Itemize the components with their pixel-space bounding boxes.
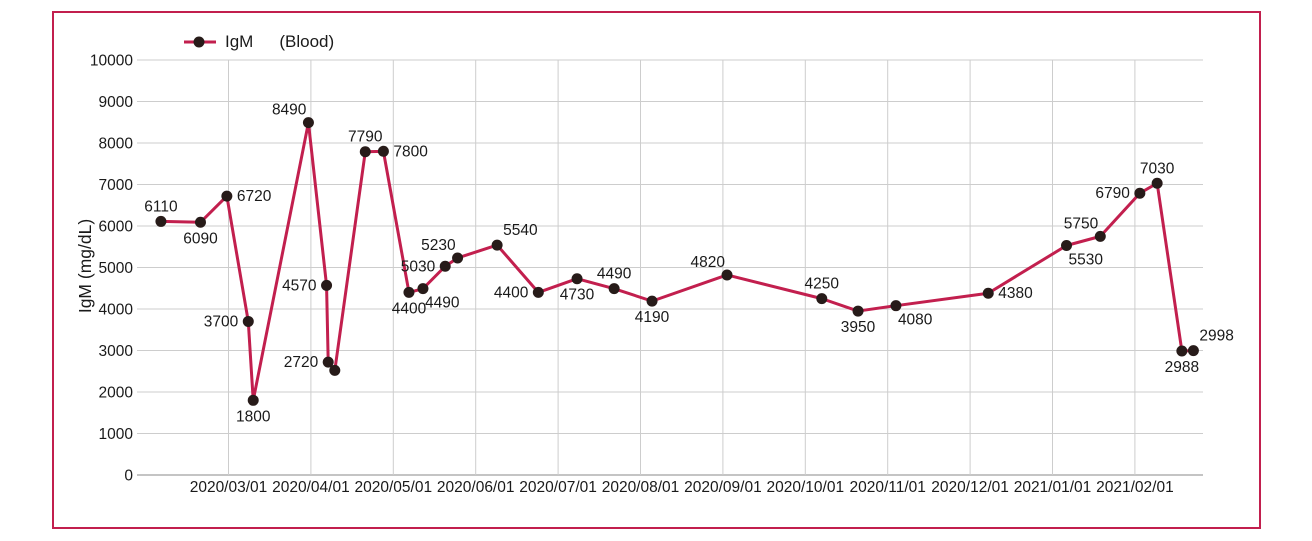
data-point-label: 2998 bbox=[1199, 328, 1233, 345]
y-tick-label: 4000 bbox=[99, 302, 134, 319]
data-point-marker bbox=[571, 273, 583, 285]
data-point-label: 4400 bbox=[494, 284, 529, 301]
data-point-marker bbox=[377, 145, 389, 157]
legend-point-swatch bbox=[193, 36, 205, 47]
data-point-label: 2720 bbox=[284, 354, 319, 371]
y-tick-label: 9000 bbox=[99, 94, 134, 111]
data-point-label: 4250 bbox=[805, 276, 840, 293]
x-tick-label: 2020/03/01 bbox=[190, 479, 268, 496]
x-tick-label: 2020/06/01 bbox=[437, 479, 515, 496]
data-point-label: 3700 bbox=[204, 313, 239, 330]
igm-series-legend-marker bbox=[184, 36, 216, 47]
x-tick-label: 2020/04/01 bbox=[272, 479, 350, 496]
data-point-marker bbox=[439, 260, 451, 272]
data-point-marker bbox=[982, 287, 994, 299]
data-point-marker bbox=[242, 315, 254, 327]
data-point-marker bbox=[608, 283, 620, 295]
y-axis-title: IgM (mg/dL) bbox=[74, 218, 95, 314]
data-point-marker bbox=[816, 293, 828, 305]
data-point-label: 4570 bbox=[282, 277, 317, 294]
data-point-marker bbox=[403, 286, 415, 298]
x-tick-label: 2020/07/01 bbox=[519, 479, 597, 496]
x-tick-label: 2020/09/01 bbox=[684, 479, 762, 496]
data-point-label: 5230 bbox=[421, 237, 456, 254]
data-point-marker bbox=[359, 146, 371, 158]
data-point-marker bbox=[1187, 345, 1199, 357]
data-point-label: 4820 bbox=[691, 254, 726, 271]
x-tick-label: 2020/08/01 bbox=[602, 479, 680, 496]
data-point-label: 8490 bbox=[272, 102, 307, 119]
data-point-label: 6790 bbox=[1095, 185, 1130, 202]
legend-qualifier-label: (Blood) bbox=[279, 32, 335, 51]
data-point-marker bbox=[721, 269, 733, 281]
data-point-marker bbox=[646, 295, 658, 307]
data-point-marker bbox=[194, 216, 206, 228]
data-point-marker bbox=[1094, 230, 1106, 242]
data-point-marker bbox=[1134, 187, 1146, 199]
data-point-label: 5540 bbox=[503, 222, 538, 239]
data-point-label: 7800 bbox=[393, 143, 428, 160]
y-tick-label: 6000 bbox=[99, 219, 134, 236]
x-tick-label: 2020/12/01 bbox=[931, 479, 1009, 496]
chart-legend: IgM (Blood) bbox=[183, 33, 334, 50]
data-point-marker bbox=[452, 252, 464, 264]
data-point-label: 7790 bbox=[348, 129, 383, 146]
y-tick-label: 1000 bbox=[99, 426, 134, 443]
data-point-marker bbox=[417, 283, 429, 295]
data-point-label: 1800 bbox=[236, 408, 271, 425]
data-point-label: 4490 bbox=[597, 266, 632, 283]
data-point-marker bbox=[302, 117, 314, 129]
data-point-marker bbox=[321, 279, 333, 291]
y-tick-label: 8000 bbox=[99, 136, 134, 153]
x-tick-label: 2020/11/01 bbox=[849, 479, 925, 496]
x-tick-label: 2020/10/01 bbox=[767, 479, 845, 496]
data-point-marker bbox=[221, 190, 233, 202]
data-point-label: 3950 bbox=[841, 319, 876, 336]
data-point-label: 6090 bbox=[183, 230, 218, 247]
chart-frame-border bbox=[52, 11, 1261, 529]
y-tick-label: 2000 bbox=[99, 385, 134, 402]
data-point-label: 5530 bbox=[1069, 252, 1104, 269]
data-point-label: 4380 bbox=[998, 285, 1033, 302]
data-point-label: 6720 bbox=[237, 188, 272, 205]
y-tick-label: 5000 bbox=[99, 260, 134, 277]
x-tick-label: 2021/02/01 bbox=[1096, 479, 1174, 496]
data-point-marker bbox=[322, 356, 334, 368]
y-tick-label: 10000 bbox=[90, 53, 133, 70]
y-tick-label: 3000 bbox=[99, 343, 134, 360]
data-point-label: 7030 bbox=[1140, 160, 1175, 177]
data-point-label: 5030 bbox=[401, 258, 436, 275]
data-point-label: 5750 bbox=[1064, 215, 1099, 232]
legend-series-label: IgM bbox=[225, 32, 254, 51]
y-tick-label: 7000 bbox=[99, 177, 134, 194]
data-point-label: 4730 bbox=[560, 287, 595, 304]
data-point-label: 4080 bbox=[898, 312, 933, 329]
x-tick-label: 2020/05/01 bbox=[355, 479, 433, 496]
y-tick-label: 0 bbox=[124, 468, 133, 485]
x-tick-label: 2021/01/01 bbox=[1014, 479, 1092, 496]
data-point-marker bbox=[1061, 240, 1073, 252]
data-point-marker bbox=[247, 394, 259, 406]
data-point-marker bbox=[1176, 345, 1188, 357]
data-point-marker bbox=[329, 364, 341, 376]
data-point-marker bbox=[1151, 177, 1163, 189]
data-point-marker bbox=[532, 286, 544, 298]
data-point-label: 6110 bbox=[144, 198, 178, 215]
data-point-marker bbox=[890, 300, 902, 312]
data-point-label: 2988 bbox=[1165, 359, 1199, 376]
data-point-label: 4190 bbox=[635, 309, 670, 326]
data-point-label: 4400 bbox=[392, 300, 427, 317]
data-point-marker bbox=[491, 239, 503, 251]
data-point-label: 4490 bbox=[425, 295, 460, 312]
data-point-marker bbox=[852, 305, 864, 317]
data-point-marker bbox=[155, 215, 167, 227]
